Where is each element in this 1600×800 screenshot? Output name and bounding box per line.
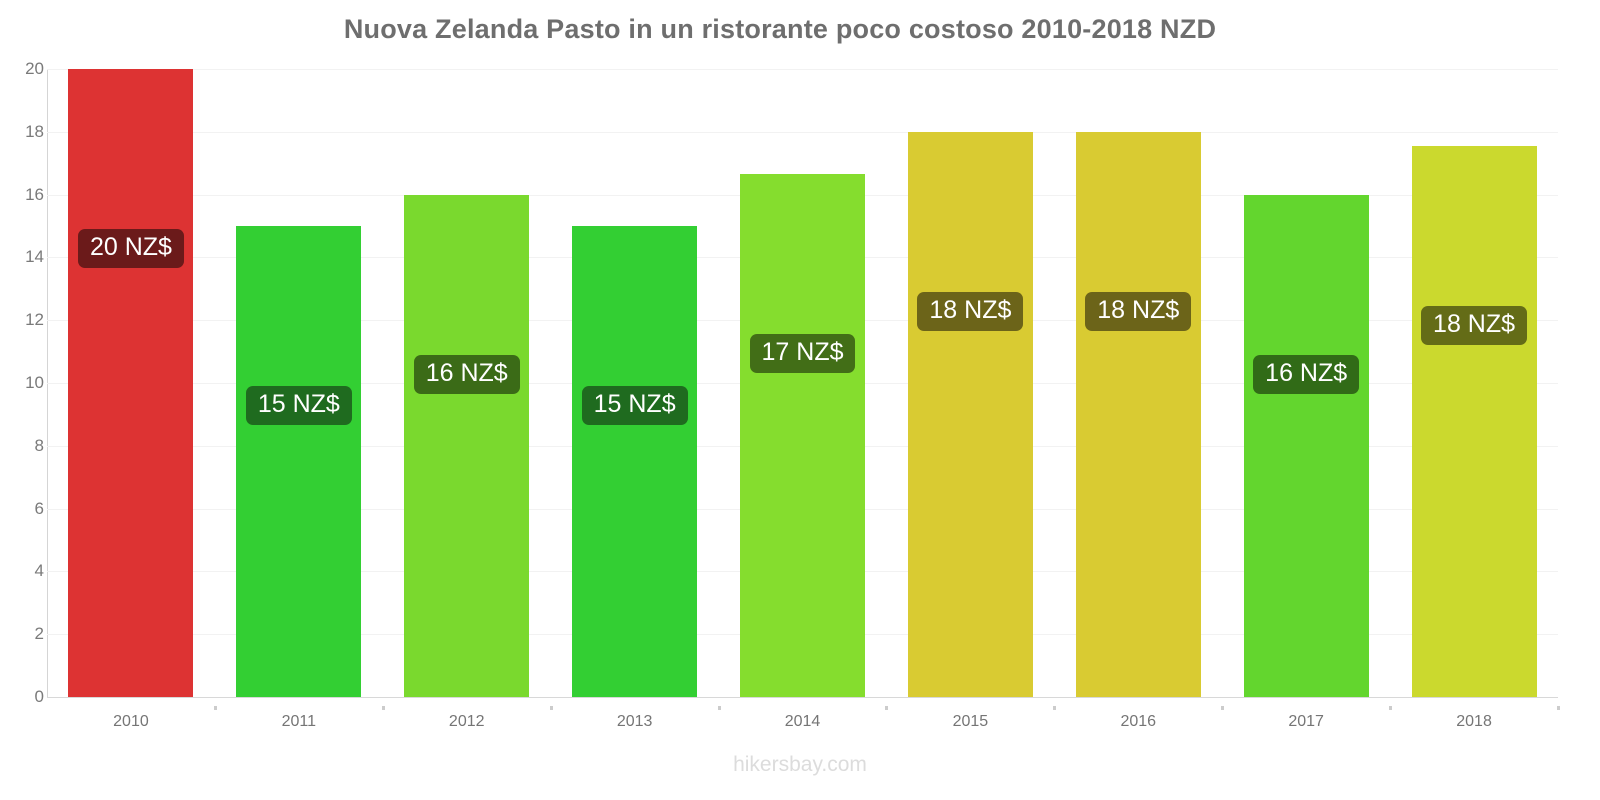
- x-axis-tick: [717, 706, 721, 710]
- y-axis-tick-label: 20: [25, 59, 44, 78]
- gridline: [47, 69, 1558, 70]
- bar[interactable]: [404, 194, 530, 697]
- bar-value-label: 15 NZ$: [581, 386, 688, 425]
- y-axis-tick-label: 14: [25, 247, 44, 267]
- x-axis-tick-label: 2018: [1456, 713, 1492, 730]
- footer-credit: hikersbay.com: [733, 753, 867, 776]
- y-axis-tick-label: 16: [25, 184, 44, 204]
- chart-title: Nuova Zelanda Pasto in un ristorante poc…: [343, 14, 1217, 44]
- plot-area: [47, 69, 1558, 698]
- x-axis-tick-label: 2014: [784, 713, 821, 730]
- x-axis-tick: [1389, 706, 1393, 710]
- x-axis-tick: [1221, 706, 1225, 710]
- gridline: [47, 697, 1558, 698]
- bar[interactable]: [739, 174, 866, 697]
- x-axis-tick-label: 2010: [113, 713, 149, 730]
- bar[interactable]: [572, 226, 698, 697]
- y-axis-tick-label: 0: [34, 687, 44, 706]
- y-axis-tick-label: 6: [34, 498, 44, 518]
- x-axis-tick: [1557, 706, 1560, 710]
- y-axis-tick-label: 12: [25, 310, 44, 330]
- bar[interactable]: [1243, 194, 1369, 697]
- x-axis-tick-label: 2012: [448, 713, 485, 730]
- x-axis-tick-label: 2015: [952, 713, 989, 730]
- x-axis-tick: [549, 706, 553, 710]
- bar-value-label: 17 NZ$: [749, 334, 856, 374]
- y-axis-tick-label: 2: [34, 624, 44, 644]
- x-axis-tick-label: 2017: [1288, 713, 1324, 730]
- y-axis-tick-label: 4: [34, 561, 44, 581]
- x-axis-tick: [213, 706, 217, 710]
- bar-value-label: 16 NZ$: [1253, 354, 1360, 394]
- bar[interactable]: [907, 131, 1033, 697]
- bar[interactable]: [236, 226, 362, 697]
- y-axis-tick-label: 18: [25, 121, 44, 141]
- x-axis-tick: [885, 706, 889, 710]
- bar-value-label: 18 NZ$: [1421, 305, 1528, 345]
- x-axis-tick-label: 2013: [616, 713, 653, 730]
- x-axis-tick-label: 2016: [1120, 713, 1157, 730]
- bar-value-label: 18 NZ$: [917, 291, 1024, 331]
- x-axis-tick: [381, 706, 385, 710]
- x-axis-tick-label: 2011: [281, 713, 317, 730]
- y-axis-tick-label: 8: [34, 435, 44, 455]
- y-axis-tick-label: 10: [25, 373, 44, 392]
- gridline: [47, 131, 1558, 133]
- bar-value-label: 15 NZ$: [245, 386, 352, 425]
- bar-value-label: 18 NZ$: [1085, 291, 1192, 331]
- bar-value-label: 16 NZ$: [413, 354, 520, 394]
- bar-value-label: 20 NZ$: [77, 229, 184, 268]
- bar[interactable]: [68, 69, 194, 697]
- bar[interactable]: [1411, 145, 1537, 697]
- x-axis-tick: [1053, 706, 1057, 710]
- bar[interactable]: [1075, 131, 1201, 697]
